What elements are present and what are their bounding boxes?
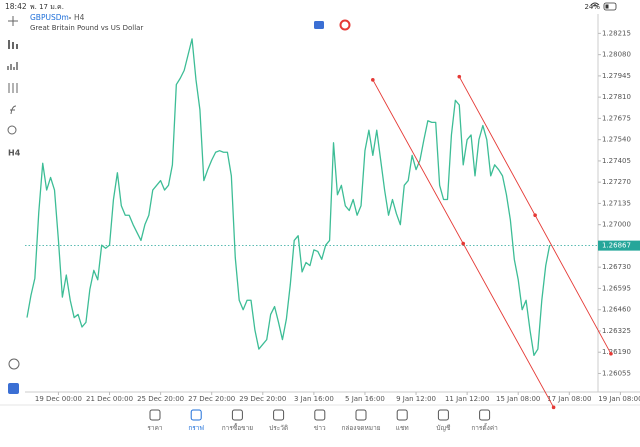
nav-label: การซื้อขาย <box>222 423 253 432</box>
trendline-mid-handle <box>533 213 537 218</box>
nav-item[interactable]: ประวัติ <box>269 409 288 432</box>
x-tick-label: 11 Jan 12:00 <box>445 395 489 403</box>
nav-label: การตั้งค่า <box>471 423 498 432</box>
shapes-tool[interactable] <box>7 125 17 135</box>
x-tick-label: 21 Dec 00:00 <box>86 395 133 403</box>
nav-icon <box>396 409 408 421</box>
signal-icon[interactable] <box>339 19 351 31</box>
y-tick-label: 1.27405 <box>602 157 631 165</box>
y-tick-label: 1.27945 <box>602 72 631 80</box>
trendline-handle <box>457 74 462 79</box>
chart-type-tool[interactable] <box>8 40 18 49</box>
trendline-handle <box>371 78 375 82</box>
status-date: พ. 17 ม.ค. <box>30 3 64 11</box>
trendline-handle <box>609 351 613 356</box>
settings-tool[interactable] <box>8 83 18 93</box>
current-price-label: 1.26867 <box>602 242 631 250</box>
nav-icon <box>231 409 243 421</box>
nav-label: แชท <box>396 424 409 432</box>
x-tick-label: 15 Jan 08:00 <box>496 395 540 403</box>
y-tick-label: 1.27270 <box>602 178 631 186</box>
y-tick-label: 1.28080 <box>602 51 631 59</box>
price-line <box>26 38 551 357</box>
nav-label: บัญชี <box>436 424 451 432</box>
nav-icon <box>190 409 202 421</box>
nav-item[interactable]: บัญชี <box>436 409 451 432</box>
nav-label: ประวัติ <box>269 424 288 432</box>
nav-label: กล่องจดหมาย <box>341 424 380 432</box>
timeframe: H4 <box>74 13 85 22</box>
x-tick-label: 19 Jan 08:00 <box>598 395 640 403</box>
x-tick-label: 9 Jan 12:00 <box>396 395 436 403</box>
y-tick-label: 1.27675 <box>602 114 631 122</box>
y-tick-label: 1.28215 <box>602 29 631 37</box>
y-tick-label: 1.26730 <box>602 263 631 271</box>
nav-item[interactable]: การตั้งค่า <box>471 409 498 432</box>
status-battery: 24% <box>584 3 600 11</box>
y-tick-label: 1.26460 <box>602 306 631 314</box>
y-tick-label: 1.27135 <box>602 199 631 207</box>
history-tool[interactable] <box>8 358 20 370</box>
nav-label: ข่าว <box>314 424 326 432</box>
wifi-icon <box>590 2 600 7</box>
nav-icon <box>355 409 367 421</box>
y-tick-label: 1.26055 <box>602 369 631 377</box>
nav-item[interactable]: กล่องจดหมาย <box>341 409 381 432</box>
y-tick-label: 1.27810 <box>602 93 631 101</box>
x-tick-label: 5 Jan 16:00 <box>345 395 385 403</box>
nav-label: ราคา <box>147 424 162 432</box>
one-click-icon[interactable] <box>314 21 324 29</box>
y-tick-label: 1.26595 <box>602 284 631 292</box>
nav-item[interactable]: ราคา <box>147 409 163 432</box>
x-tick-label: 19 Dec 00:00 <box>35 395 82 403</box>
symbol[interactable]: GBPUSDm <box>30 13 69 22</box>
current-price-box <box>598 240 640 251</box>
y-tick-label: 1.26190 <box>602 348 631 356</box>
crosshair-tool[interactable] <box>8 16 18 26</box>
battery-icon <box>603 2 617 11</box>
nav-icon <box>437 409 449 421</box>
battery-level <box>605 4 609 9</box>
x-tick-label: 27 Dec 20:00 <box>188 395 235 403</box>
nav-icon <box>273 409 285 421</box>
x-tick-label: 29 Dec 20:00 <box>239 395 286 403</box>
trendline-mid-handle <box>461 241 466 246</box>
nav-icon <box>479 409 491 421</box>
trendline-handle <box>551 405 556 410</box>
description: Great Britain Pound vs US Dollar <box>30 24 143 32</box>
y-tick-label: 1.27000 <box>602 221 631 229</box>
nav-item[interactable]: กราฟ <box>188 409 204 432</box>
timeframe-tool[interactable]: H4 <box>8 149 21 158</box>
x-tick-label: 17 Jan 08:00 <box>547 395 591 403</box>
indicator-tool[interactable] <box>7 62 18 70</box>
nav-item[interactable]: ข่าว <box>314 409 326 432</box>
x-tick-label: 25 Dec 20:00 <box>137 395 184 403</box>
nav-item[interactable]: แชท <box>396 409 409 432</box>
x-tick-label: 3 Jan 16:00 <box>294 395 334 403</box>
objects-tool[interactable] <box>10 105 17 115</box>
y-tick-label: 1.26325 <box>602 327 631 335</box>
nav-label: กราฟ <box>188 424 204 432</box>
nav-item[interactable]: การซื้อขาย <box>222 409 253 432</box>
separator-dot <box>69 17 71 19</box>
left-toolbar <box>7 16 20 394</box>
status-time: 18:42 <box>5 2 27 11</box>
nav-icon <box>149 409 161 421</box>
nav-icon <box>314 409 326 421</box>
account-tool[interactable] <box>8 383 19 394</box>
y-tick-label: 1.27540 <box>602 136 631 144</box>
